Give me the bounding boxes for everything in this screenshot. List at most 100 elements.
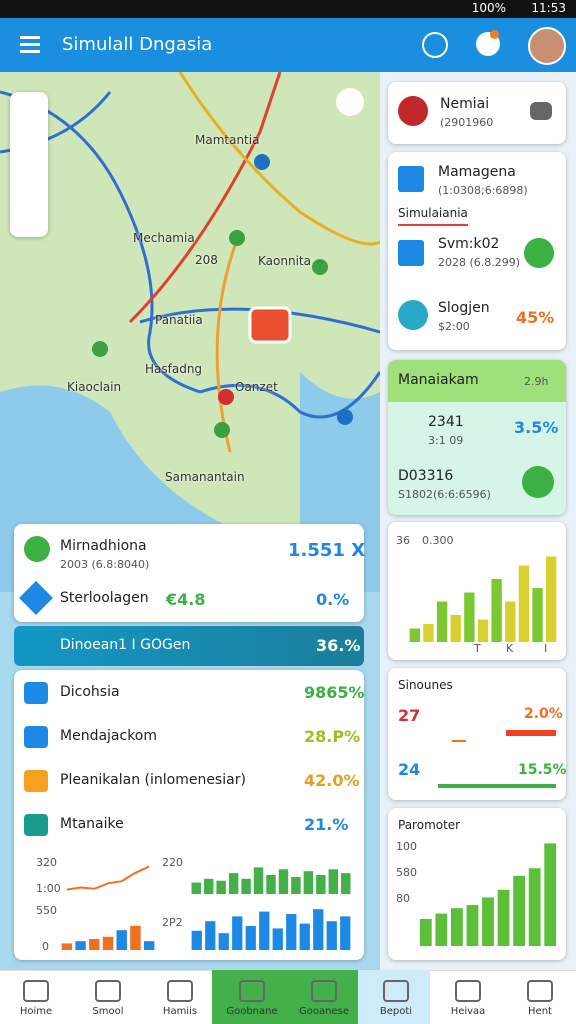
- bar: [116, 930, 127, 950]
- trend-left: 24: [398, 760, 421, 779]
- row-value: 9865%: [304, 683, 365, 702]
- bar: [203, 878, 214, 894]
- map-label: Kaonnita: [258, 254, 311, 268]
- layers[interactable]: [10, 142, 48, 187]
- bar: [299, 923, 310, 950]
- bar: [102, 936, 114, 950]
- bar: [259, 911, 270, 950]
- map-label: Samanantain: [165, 470, 245, 484]
- bar-chart-card: 36 0.300 T K I: [388, 522, 566, 660]
- nav-item[interactable]: Hent: [504, 970, 576, 1024]
- bar: [340, 916, 351, 950]
- bar: [464, 592, 475, 642]
- row-sub: $2:00: [438, 320, 470, 333]
- bar: [75, 941, 86, 950]
- y-tick-label: 320: [36, 856, 57, 869]
- bar: [191, 882, 201, 894]
- bar: [435, 913, 448, 946]
- row-icon: [24, 726, 48, 748]
- map-label: Hasfadng: [145, 362, 203, 376]
- status-bar: 11:53 100%: [0, 0, 576, 18]
- row-sub: 2028 (6.8.299): [438, 256, 521, 269]
- trend-card: Sinounes 27 2.0% 24 15.5%: [388, 668, 567, 800]
- nav-item[interactable]: Heivaa: [432, 970, 504, 1024]
- nav-item[interactable]: Bepoti: [360, 970, 432, 1024]
- nav-icon: [239, 980, 265, 1002]
- row-value: 21.%: [304, 815, 349, 834]
- banner[interactable]: Dinoean1 I GOGen 36.%: [14, 626, 364, 666]
- chart-label: 0.300: [422, 534, 454, 547]
- zoom-in[interactable]: [10, 92, 48, 137]
- y-tick-label: 1:00: [36, 882, 61, 895]
- bar: [513, 875, 526, 946]
- row-title: Slogjen: [438, 300, 490, 316]
- row-icon: [24, 682, 48, 704]
- card-title: Sinounes: [398, 678, 453, 692]
- bar: [313, 909, 324, 950]
- row-value: 42.0%: [304, 771, 360, 790]
- nav-label: Gooanese: [299, 1006, 349, 1017]
- list[interactable]: [10, 192, 48, 237]
- nav-item[interactable]: Gooanese: [288, 970, 360, 1024]
- bar-chart: [191, 909, 351, 950]
- y-tick-label: 2P2: [162, 916, 183, 929]
- bar: [143, 941, 155, 950]
- chart-label: 36: [396, 534, 410, 547]
- bar: [191, 930, 202, 950]
- app-title: Simulall Dngasia: [62, 34, 213, 55]
- bar: [450, 908, 463, 946]
- summary-card: Mirnadhiona 2003 (6.8:8040) 1.551 X Ster…: [14, 524, 365, 622]
- y-tick-label: 0: [42, 940, 49, 953]
- bar: [218, 933, 229, 950]
- nav-item[interactable]: Hoime: [0, 970, 72, 1024]
- bar: [419, 919, 432, 946]
- nav-item[interactable]: Smool: [72, 970, 144, 1024]
- nav-icon: [455, 980, 481, 1002]
- avatar[interactable]: [528, 27, 566, 65]
- map-label: Mamtantia: [195, 133, 260, 147]
- bar: [232, 916, 243, 950]
- y-tick-label: 550: [36, 904, 57, 917]
- nav-label: Hoime: [19, 1006, 53, 1017]
- list-card: Dicohsia 9865% Mendajackom 28.P% Pleanikalan…: [14, 670, 365, 960]
- nav-label: Goobnane: [226, 1006, 278, 1017]
- x-label: I: [544, 642, 548, 655]
- row-title: Mendajackom: [60, 728, 158, 744]
- bar: [89, 939, 100, 950]
- line-chart: [66, 865, 150, 891]
- menu-button[interactable]: [20, 36, 40, 39]
- bar: [286, 914, 297, 950]
- y-tick-label: 80: [396, 892, 410, 905]
- line: [66, 865, 150, 891]
- map-label: 208: [195, 253, 218, 267]
- nav-highlight: [212, 970, 358, 1024]
- y-tick-label: 100: [396, 840, 417, 853]
- row-value: 3.5%: [514, 418, 559, 437]
- trend-right: 2.0%: [524, 706, 563, 722]
- map-label: Panatiia: [155, 313, 203, 327]
- nav-icon: [95, 980, 121, 1002]
- card-badge: 2.9h: [524, 375, 549, 388]
- clock: 11:53: [531, 1, 566, 15]
- bar: [423, 624, 434, 642]
- bar-chart: [419, 843, 557, 946]
- bar: [466, 904, 479, 946]
- nav-item[interactable]: Hamiis: [144, 970, 216, 1024]
- card-sub: (1:0308;6:6898): [438, 184, 528, 197]
- bar: [291, 876, 301, 894]
- side-card: Mamagena (1:0308;6:6898) Simulaiania Svm…: [388, 152, 566, 350]
- row-sub: 3:1 09: [428, 434, 464, 447]
- bar: [482, 897, 494, 946]
- side-card[interactable]: Nemiai (2901960: [388, 82, 566, 144]
- nav-item[interactable]: Goobnane: [216, 970, 288, 1024]
- row-sub: 2003 (6.8:8040): [60, 558, 150, 571]
- card-sub: (2901960: [440, 116, 494, 129]
- bar-chart: [409, 556, 557, 642]
- search-button[interactable]: [422, 32, 448, 58]
- bar: [241, 878, 251, 894]
- map: [0, 72, 380, 592]
- x-label: T: [474, 642, 481, 655]
- card-title: Nemiai: [440, 96, 490, 112]
- card-title: Paromoter: [398, 818, 461, 832]
- green-card: Manaiakam 2.9h 2341 3:1 09 3.5% D03316 S…: [388, 360, 566, 515]
